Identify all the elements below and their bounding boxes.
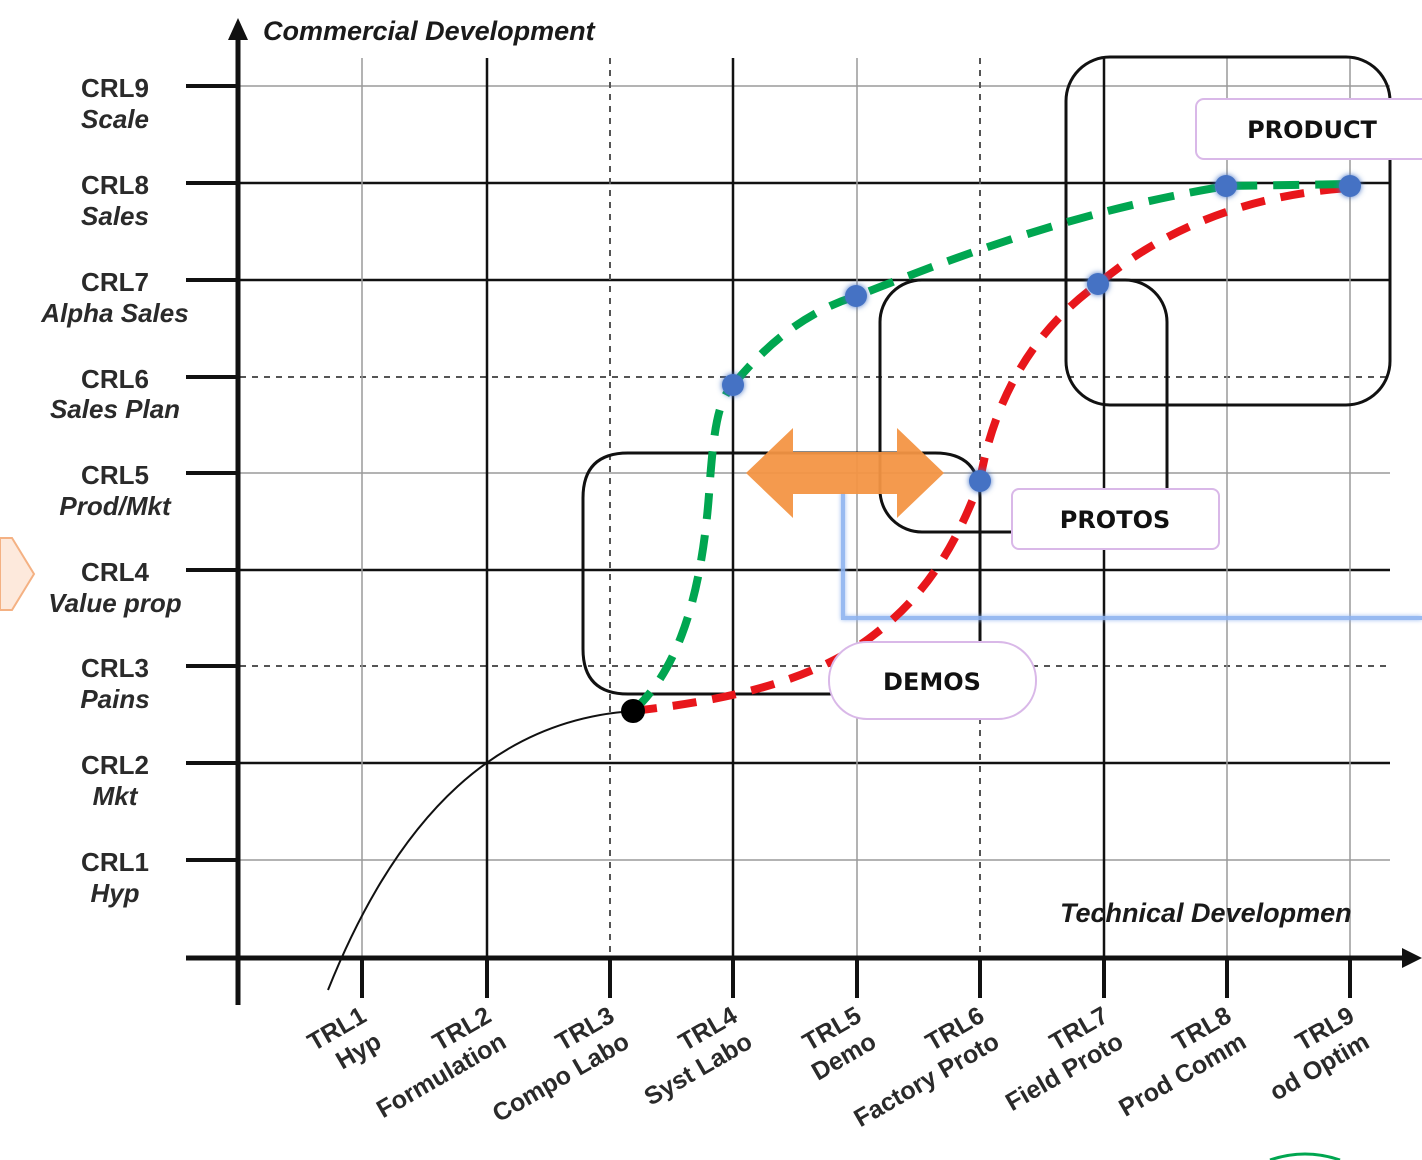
commercial-path-segment-1	[630, 382, 736, 714]
crl3-name: Pains	[80, 684, 149, 714]
x-ticks	[360, 958, 1352, 998]
trl-labels: TRL1 Hyp TRL2 Formulation TRL3 Compo Lab…	[303, 1001, 1374, 1133]
milestone-trl8-crl8	[1215, 175, 1237, 197]
milestone-trl9-crl8	[1339, 175, 1361, 197]
crl5-name: Prod/Mkt	[59, 491, 172, 521]
crl8-name: Sales	[81, 201, 149, 231]
horizontal-gridlines	[240, 85, 1390, 861]
crl9-code: CRL9	[81, 73, 149, 103]
highlight-frame	[841, 492, 1422, 620]
label-demos-text: DEMOS	[883, 668, 981, 696]
axes	[186, 18, 1422, 1005]
product-frame	[1064, 55, 1392, 407]
partial-chevron-shape	[0, 537, 36, 611]
crl6-name: Sales Plan	[50, 394, 180, 424]
crl2-code: CRL2	[81, 750, 149, 780]
milestone-trl4-crl6	[722, 374, 744, 396]
y-axis-title: Commercial Development	[263, 16, 596, 46]
crl5-code: CRL5	[81, 460, 149, 490]
partial-circle-outline	[1269, 1152, 1341, 1160]
y-axis-arrowhead	[228, 18, 248, 40]
double-arrow	[746, 428, 944, 518]
milestone-trl6-crl5	[969, 470, 991, 492]
crl8-code: CRL8	[81, 170, 149, 200]
label-product-text: PRODUCT	[1247, 116, 1377, 144]
technical-path-segment-2	[976, 184, 1351, 482]
milestone-trl5-crl7	[845, 285, 867, 307]
crl6-code: CRL6	[81, 364, 149, 394]
commercial-path-segment-2	[729, 180, 1351, 388]
origin-connector	[327, 710, 634, 991]
y-ticks	[186, 84, 240, 862]
crl7-name: Alpha Sales	[40, 298, 188, 328]
x-axis-arrowhead	[1402, 948, 1422, 968]
milestone-trl7-crl7	[1087, 273, 1109, 295]
crl1-name: Hyp	[90, 878, 139, 908]
crl7-code: CRL7	[81, 267, 149, 297]
crop-mask	[1240, 1113, 1422, 1160]
label-product-box	[1195, 98, 1422, 160]
label-protos-box	[1011, 488, 1220, 550]
label-protos-text: PROTOS	[1060, 506, 1171, 534]
crl2-name: Mkt	[93, 781, 139, 811]
crl9-name: Scale	[81, 104, 149, 134]
crl-labels: CRL9 Scale CRL8 Sales CRL7 Alpha Sales C…	[40, 73, 188, 908]
milestones	[722, 175, 1361, 492]
crl4-code: CRL4	[81, 557, 149, 587]
crl3-code: CRL3	[81, 653, 149, 683]
demos-frame	[581, 451, 982, 696]
label-demos-box	[828, 641, 1037, 720]
label-product: PRODUCT	[1195, 98, 1422, 160]
crl4-name: Value prop	[48, 588, 182, 618]
x-axis-title: Technical Developmen	[1060, 898, 1352, 928]
start-point	[621, 699, 645, 723]
label-protos: PROTOS	[1011, 488, 1220, 550]
technical-path-segment-1	[632, 479, 984, 715]
label-demos: DEMOS	[828, 641, 1037, 720]
crl1-code: CRL1	[81, 847, 149, 877]
